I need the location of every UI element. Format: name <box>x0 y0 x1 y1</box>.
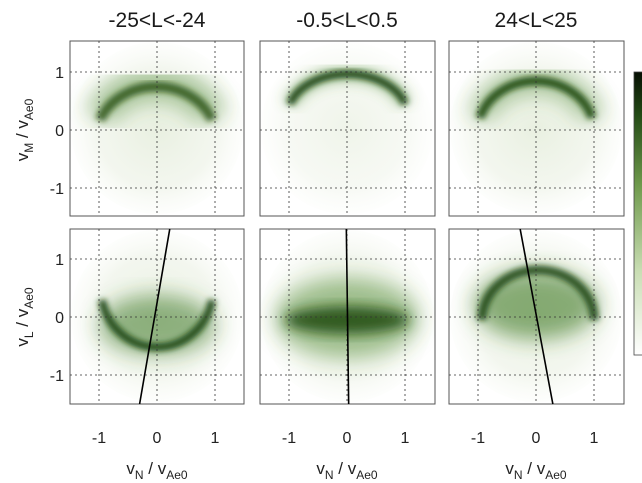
magnetic-field-line <box>138 228 171 405</box>
panel-top-right <box>448 40 625 217</box>
y-tick-label: 0 <box>55 123 64 140</box>
panel-bottom-right <box>448 228 625 405</box>
panel-top-left <box>69 40 245 217</box>
x-tick-label: -1 <box>92 430 106 447</box>
panel-title-left: -25<L<-24 <box>109 9 206 32</box>
panel-bottom-left <box>69 228 245 405</box>
panel-title-right: 24<L<25 <box>495 9 578 32</box>
y-tick-label: -1 <box>50 368 64 385</box>
colorbar <box>633 71 642 356</box>
magnetic-field-line <box>519 228 554 405</box>
y-axis-label-top: vM / vAe0 <box>13 98 36 161</box>
magnetic-field-line <box>345 228 350 405</box>
x-tick-label: -1 <box>282 430 296 447</box>
x-tick-label: 1 <box>211 430 220 447</box>
y-tick-label: -1 <box>50 181 64 198</box>
panel-title-middle: -0.5<L<0.5 <box>296 9 398 32</box>
panel-bottom-middle <box>259 228 436 405</box>
crescent-band <box>98 299 216 352</box>
x-tick-label: -1 <box>471 430 485 447</box>
y-axis-label-bottom: vL / vAe0 <box>13 287 36 347</box>
x-tick-label: 0 <box>153 430 162 447</box>
crescent-band <box>286 70 409 106</box>
crescent-band <box>477 265 599 321</box>
x-tick-label: 1 <box>401 430 410 447</box>
x-tick-label: 1 <box>590 430 599 447</box>
x-tick-label: 0 <box>343 430 352 447</box>
panel-top-middle <box>259 40 436 217</box>
y-tick-label: 1 <box>55 65 64 82</box>
x-axis-label-middle: vN / vAe0 <box>316 459 378 482</box>
crescent-band <box>95 81 217 123</box>
x-axis-label-left: vN / vAe0 <box>126 459 188 482</box>
y-tick-label: 0 <box>55 310 64 327</box>
y-tick-label: 1 <box>55 252 64 269</box>
x-axis-label-right: vN / vAe0 <box>505 459 567 482</box>
x-tick-label: 0 <box>532 430 541 447</box>
